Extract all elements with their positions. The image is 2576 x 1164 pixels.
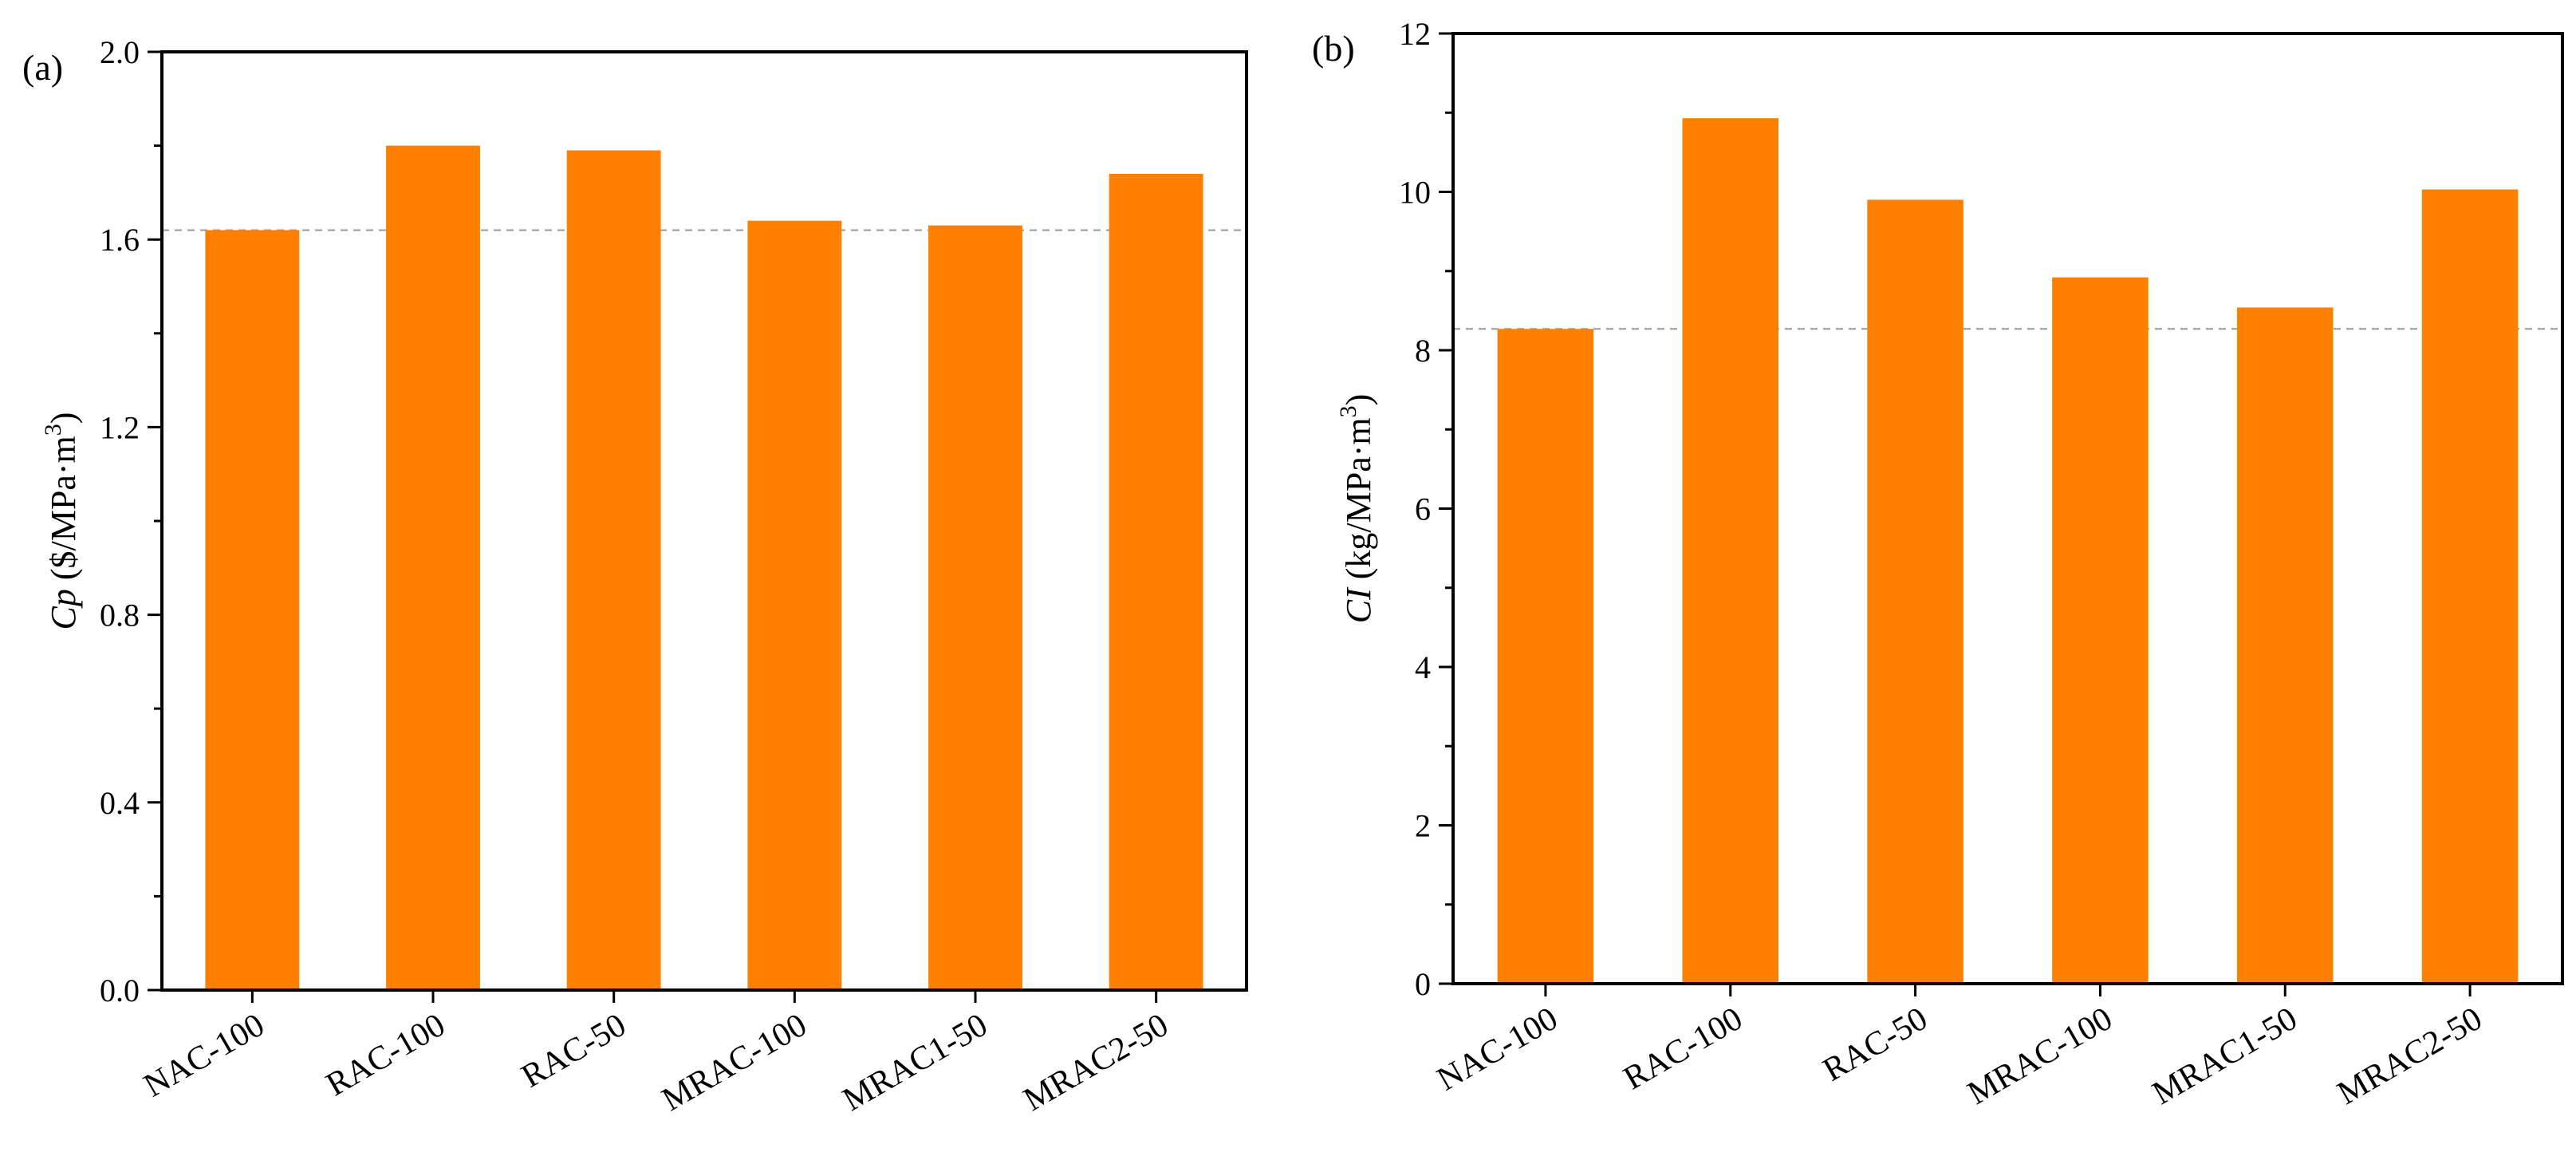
y-tick-label: 0 bbox=[1415, 966, 1431, 1002]
x-tick-label: RAC-50 bbox=[515, 1007, 632, 1095]
y-tick-label: 12 bbox=[1399, 16, 1431, 52]
panel-label: (a) bbox=[22, 47, 63, 88]
x-tick-label: RAC-50 bbox=[1817, 1000, 1933, 1089]
panel-a-chart: 0.0 0.4 0.8 1.2 1.6 2.0 NAC-100 RAC-100 RAC-50 MR… bbox=[22, 34, 1248, 1119]
bar-mrac1-50 bbox=[2236, 307, 2334, 984]
x-tick-label: RAC-100 bbox=[1617, 1000, 1748, 1098]
x-tick-label: RAC-100 bbox=[321, 1007, 451, 1104]
x-tick-label: NAC-100 bbox=[1431, 1000, 1563, 1099]
bar-mrac1-50 bbox=[928, 225, 1022, 990]
y-axis-label: Cp ($/MPa·m3) bbox=[40, 412, 83, 630]
bar-mrac2-50 bbox=[2421, 189, 2519, 984]
y-tick-label: 2.0 bbox=[100, 34, 140, 70]
y-tick-label: 2 bbox=[1415, 808, 1431, 844]
x-tick-label: MRAC-100 bbox=[1962, 1000, 2119, 1112]
plot-frame bbox=[1451, 32, 2564, 985]
bar-rac-100 bbox=[386, 145, 480, 991]
bar-mrac-100 bbox=[747, 220, 842, 990]
bar-mrac-100 bbox=[2052, 277, 2149, 984]
plot-frame bbox=[160, 50, 1248, 992]
y-axis-label: CI (kg/MPa·m3) bbox=[1335, 394, 1378, 624]
y-tick-label: 0.0 bbox=[100, 973, 140, 1008]
x-tick-label: MRAC1-50 bbox=[837, 1007, 994, 1119]
x-tick-label: MRAC1-50 bbox=[2146, 1000, 2303, 1112]
y-axis-units-superscript: 3 bbox=[1335, 405, 1361, 417]
y-tick-label: 0.4 bbox=[100, 785, 140, 821]
panel-label: (b) bbox=[1312, 28, 1355, 69]
bar-rac-50 bbox=[566, 150, 661, 991]
y-axis-units-close: ) bbox=[1339, 394, 1378, 406]
bar-rac-100 bbox=[1682, 118, 1779, 984]
y-tick-label: 6 bbox=[1415, 491, 1431, 527]
y-tick-label: 8 bbox=[1415, 333, 1431, 369]
y-axis-units: (kg/MPa·m bbox=[1339, 417, 1378, 579]
bar-rac-50 bbox=[1867, 199, 1964, 984]
x-tick-label: MRAC2-50 bbox=[1018, 1007, 1175, 1119]
x-tick-label: MRAC-100 bbox=[656, 1007, 813, 1119]
bar-nac-100 bbox=[205, 230, 300, 990]
y-tick-label: 4 bbox=[1415, 649, 1431, 685]
y-tick-label: 0.8 bbox=[100, 598, 140, 633]
x-tick-label: MRAC2-50 bbox=[2331, 1000, 2488, 1112]
y-tick-label: 10 bbox=[1399, 175, 1431, 211]
y-axis-variable: Cp bbox=[44, 580, 83, 629]
y-tick-label: 1.6 bbox=[100, 222, 140, 258]
bar-mrac2-50 bbox=[1109, 173, 1203, 990]
bar-nac-100 bbox=[1497, 329, 1594, 984]
y-axis-units-close: ) bbox=[44, 412, 83, 424]
y-axis-units-superscript: 3 bbox=[40, 424, 66, 436]
x-tick-label: NAC-100 bbox=[138, 1007, 270, 1105]
y-axis-units: ($/MPa·m bbox=[44, 436, 83, 580]
y-tick-label: 1.2 bbox=[100, 409, 140, 445]
y-axis-variable: CI bbox=[1339, 579, 1378, 623]
